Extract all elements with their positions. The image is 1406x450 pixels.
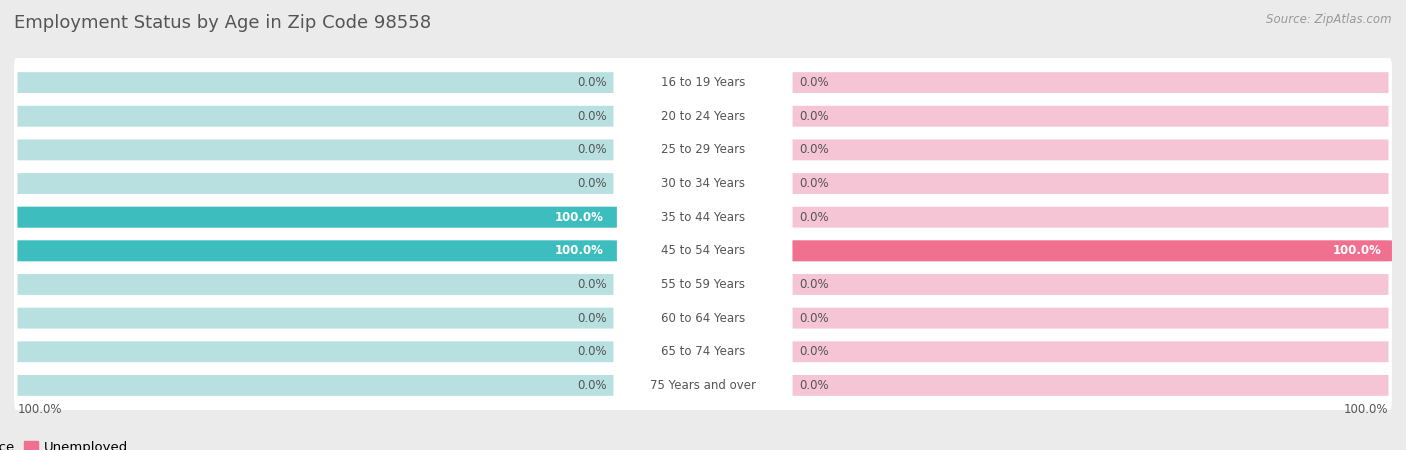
Text: 0.0%: 0.0% xyxy=(800,144,830,157)
Text: 0.0%: 0.0% xyxy=(576,345,606,358)
FancyBboxPatch shape xyxy=(14,92,1392,141)
FancyBboxPatch shape xyxy=(793,342,1389,362)
FancyBboxPatch shape xyxy=(17,72,613,93)
FancyBboxPatch shape xyxy=(17,140,613,160)
FancyBboxPatch shape xyxy=(793,106,1389,126)
Text: 100.0%: 100.0% xyxy=(1333,244,1382,257)
FancyBboxPatch shape xyxy=(17,308,613,328)
FancyBboxPatch shape xyxy=(793,72,1389,93)
Text: 0.0%: 0.0% xyxy=(576,177,606,190)
FancyBboxPatch shape xyxy=(14,193,1392,242)
FancyBboxPatch shape xyxy=(793,140,1389,160)
FancyBboxPatch shape xyxy=(793,207,1389,228)
FancyBboxPatch shape xyxy=(17,240,613,261)
Text: 0.0%: 0.0% xyxy=(800,278,830,291)
Text: 0.0%: 0.0% xyxy=(800,110,830,123)
Text: 0.0%: 0.0% xyxy=(576,379,606,392)
Legend: In Labor Force, Unemployed: In Labor Force, Unemployed xyxy=(0,441,128,450)
FancyBboxPatch shape xyxy=(14,159,1392,208)
FancyBboxPatch shape xyxy=(17,173,613,194)
Text: 35 to 44 Years: 35 to 44 Years xyxy=(661,211,745,224)
FancyBboxPatch shape xyxy=(793,240,1389,261)
Text: 55 to 59 Years: 55 to 59 Years xyxy=(661,278,745,291)
FancyBboxPatch shape xyxy=(17,342,613,362)
Text: 65 to 74 Years: 65 to 74 Years xyxy=(661,345,745,358)
Text: 0.0%: 0.0% xyxy=(576,110,606,123)
FancyBboxPatch shape xyxy=(14,327,1392,376)
Text: 60 to 64 Years: 60 to 64 Years xyxy=(661,311,745,324)
Text: 20 to 24 Years: 20 to 24 Years xyxy=(661,110,745,123)
FancyBboxPatch shape xyxy=(17,274,613,295)
FancyBboxPatch shape xyxy=(17,240,617,261)
Text: 0.0%: 0.0% xyxy=(800,311,830,324)
Text: 16 to 19 Years: 16 to 19 Years xyxy=(661,76,745,89)
FancyBboxPatch shape xyxy=(14,260,1392,309)
Text: 0.0%: 0.0% xyxy=(800,76,830,89)
Text: 100.0%: 100.0% xyxy=(554,211,603,224)
Text: Employment Status by Age in Zip Code 98558: Employment Status by Age in Zip Code 985… xyxy=(14,14,432,32)
Text: 0.0%: 0.0% xyxy=(800,211,830,224)
FancyBboxPatch shape xyxy=(17,106,613,126)
Text: 100.0%: 100.0% xyxy=(554,244,603,257)
FancyBboxPatch shape xyxy=(17,207,617,228)
FancyBboxPatch shape xyxy=(793,274,1389,295)
Text: 0.0%: 0.0% xyxy=(576,311,606,324)
FancyBboxPatch shape xyxy=(17,375,613,396)
FancyBboxPatch shape xyxy=(14,58,1392,107)
FancyBboxPatch shape xyxy=(793,173,1389,194)
Text: 100.0%: 100.0% xyxy=(1344,403,1389,416)
Text: 0.0%: 0.0% xyxy=(576,76,606,89)
FancyBboxPatch shape xyxy=(14,361,1392,410)
Text: 30 to 34 Years: 30 to 34 Years xyxy=(661,177,745,190)
Text: 0.0%: 0.0% xyxy=(576,144,606,157)
Text: 100.0%: 100.0% xyxy=(17,403,62,416)
Text: Source: ZipAtlas.com: Source: ZipAtlas.com xyxy=(1267,14,1392,27)
Text: 75 Years and over: 75 Years and over xyxy=(650,379,756,392)
Text: 25 to 29 Years: 25 to 29 Years xyxy=(661,144,745,157)
Text: 0.0%: 0.0% xyxy=(576,278,606,291)
FancyBboxPatch shape xyxy=(793,240,1392,261)
Text: 45 to 54 Years: 45 to 54 Years xyxy=(661,244,745,257)
Text: 0.0%: 0.0% xyxy=(800,177,830,190)
FancyBboxPatch shape xyxy=(14,126,1392,175)
FancyBboxPatch shape xyxy=(793,375,1389,396)
FancyBboxPatch shape xyxy=(793,308,1389,328)
FancyBboxPatch shape xyxy=(17,207,613,228)
Text: 0.0%: 0.0% xyxy=(800,379,830,392)
FancyBboxPatch shape xyxy=(14,226,1392,275)
FancyBboxPatch shape xyxy=(14,293,1392,342)
Text: 0.0%: 0.0% xyxy=(800,345,830,358)
